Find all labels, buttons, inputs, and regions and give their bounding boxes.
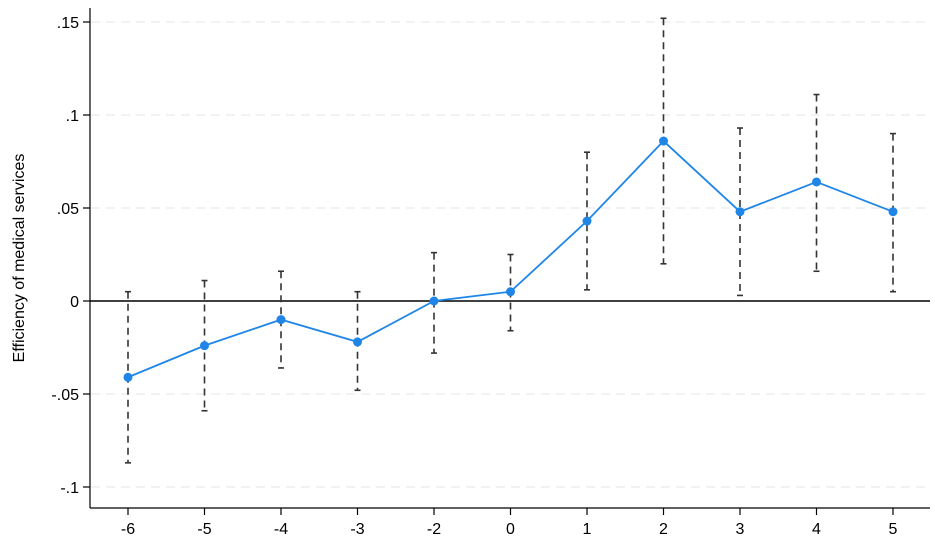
data-point [812, 177, 821, 187]
y-tick-label: .1 [66, 108, 79, 125]
y-tick-label: -.05 [51, 387, 79, 404]
data-point [506, 287, 515, 297]
tick-labels: -.1 -.05 0 .05 .1 .15 -6 -5 -4 -3 -2 0 1 2 3 4 5 [51, 15, 897, 538]
gridlines [91, 21, 930, 488]
y-tick-label: -.1 [60, 480, 79, 497]
data-point [429, 296, 439, 306]
x-tick-label: -6 [121, 521, 135, 538]
x-tick-label: -3 [350, 521, 364, 538]
y-tick-label: 0 [70, 294, 79, 311]
confidence-intervals [125, 17, 896, 464]
data-point [353, 337, 362, 347]
data-point [200, 341, 209, 351]
y-tick-label: .15 [57, 15, 79, 32]
y-tick-label: .05 [57, 201, 79, 218]
axes [83, 8, 930, 515]
y-axis-title: Efficiency of medical services [11, 154, 28, 363]
x-tick-label: 2 [659, 521, 668, 538]
data-point [123, 372, 133, 382]
x-tick-label: 5 [889, 521, 898, 538]
x-tick-label: 0 [506, 521, 515, 538]
data-point [276, 315, 286, 325]
series [123, 136, 898, 382]
data-point [582, 216, 592, 226]
data-point [735, 207, 745, 217]
x-tick-label: 4 [812, 521, 821, 538]
x-tick-label: 1 [583, 521, 592, 538]
x-tick-label: 3 [736, 521, 745, 538]
data-point [888, 207, 898, 217]
data-point [659, 136, 668, 146]
x-tick-label: -5 [197, 521, 211, 538]
x-tick-label: -4 [274, 521, 288, 538]
x-tick-label: -2 [427, 521, 441, 538]
